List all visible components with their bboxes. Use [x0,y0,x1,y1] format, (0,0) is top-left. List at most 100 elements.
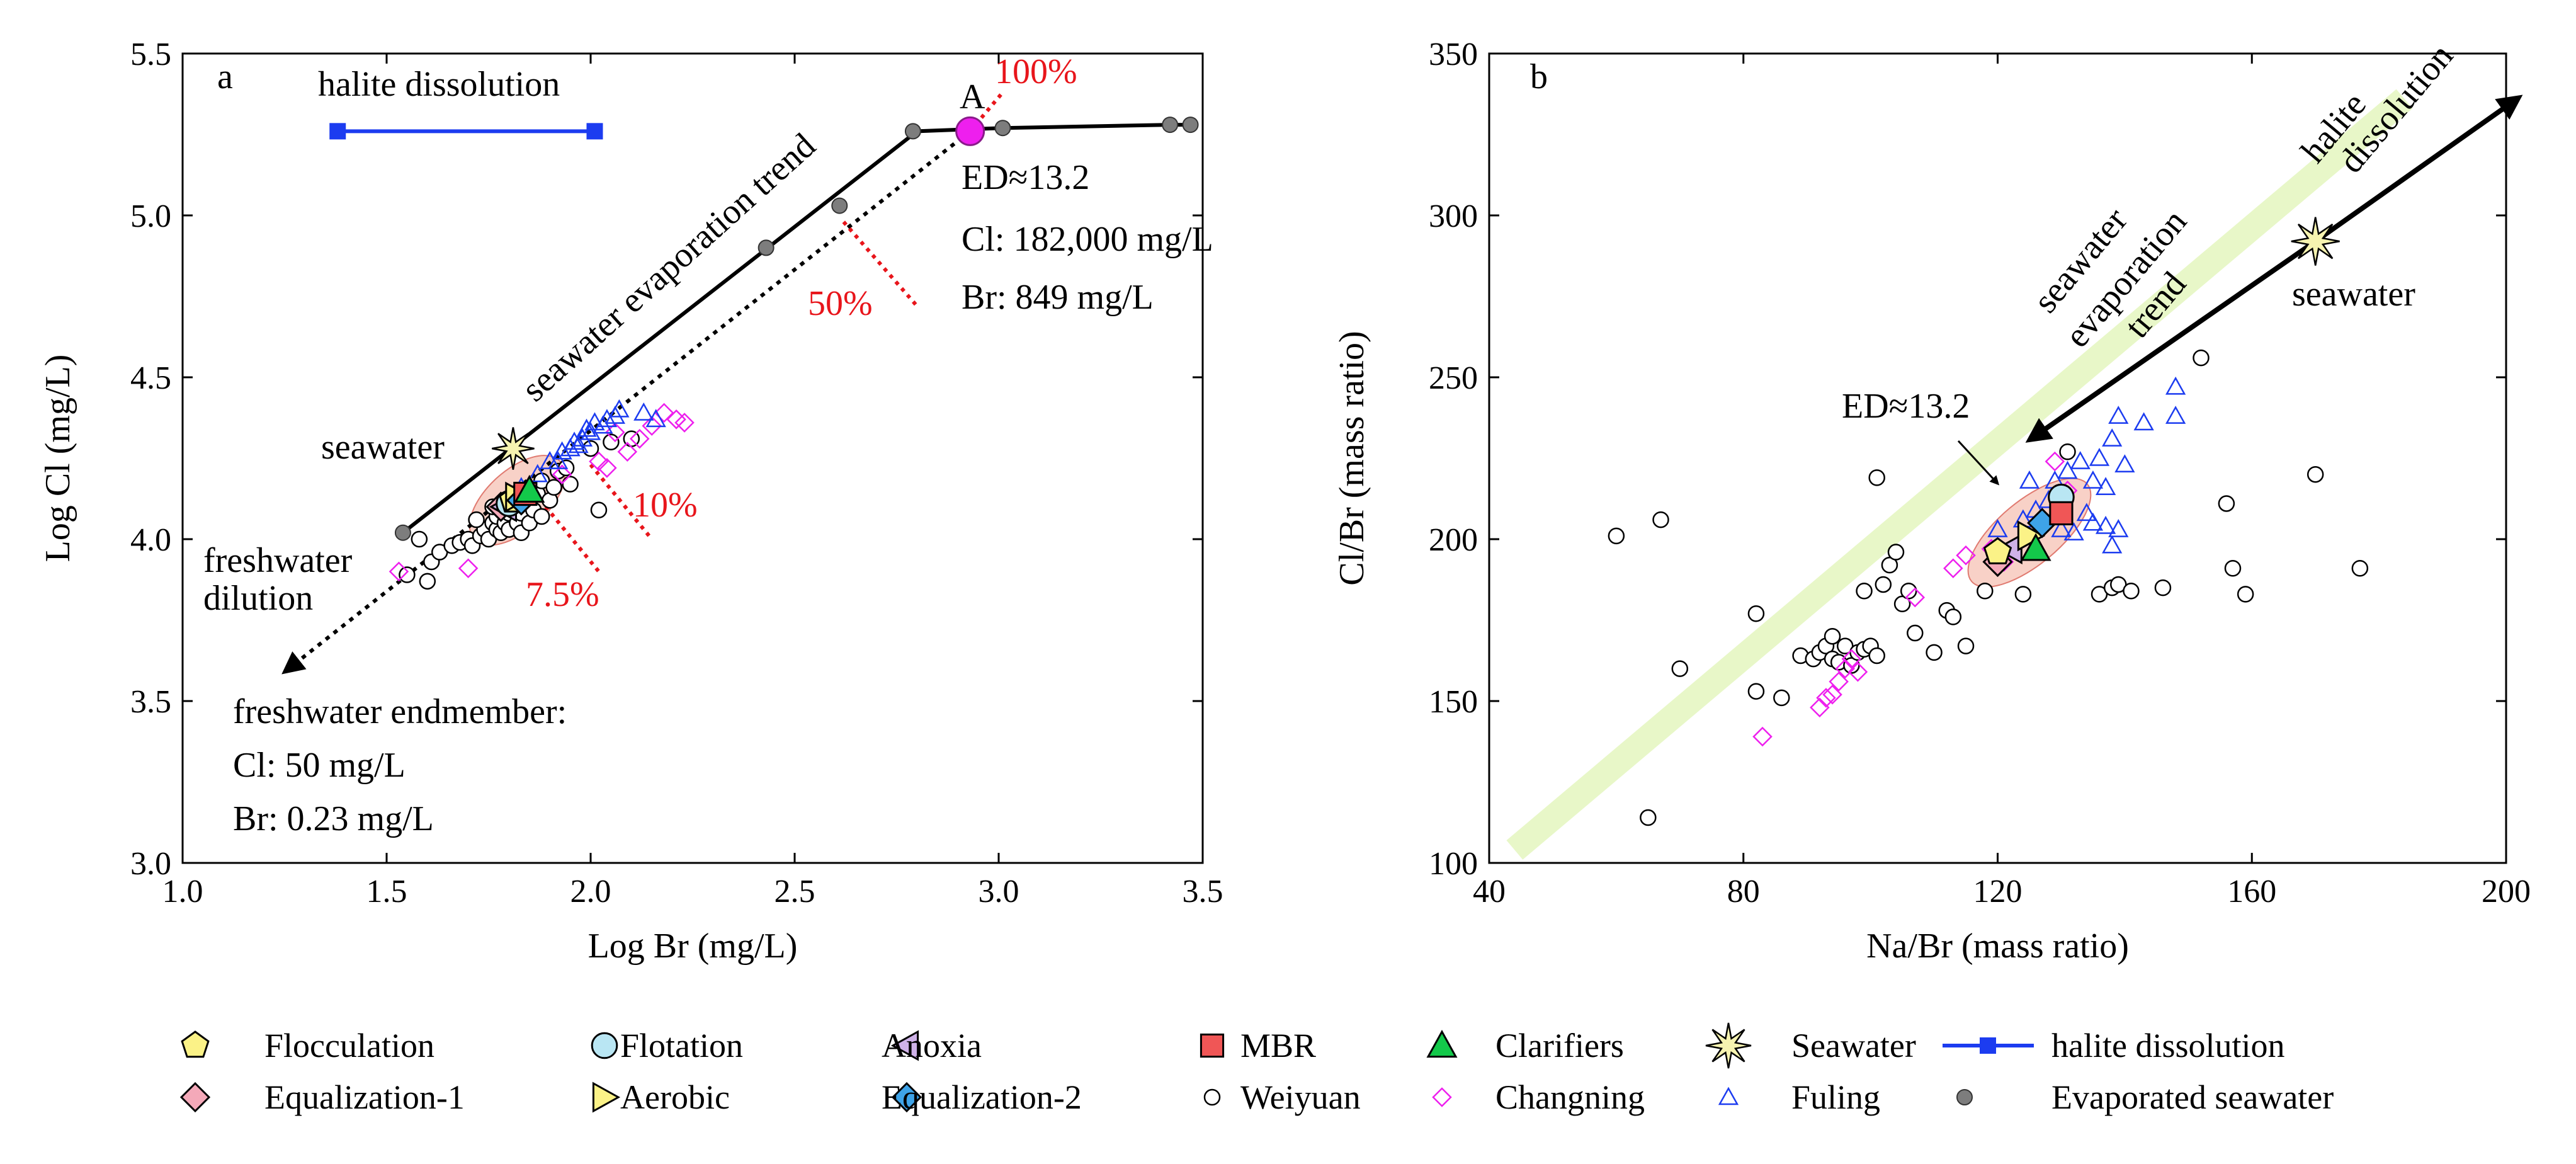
weiyuan-point [1652,511,1669,528]
x-tick-label: 200 [2482,874,2531,910]
pct50-label: 50% [808,284,873,323]
fuling-point [2114,454,2135,473]
fuling-point [2102,535,2123,554]
legend-label: Aerobic [620,1078,730,1116]
y-tick-label: 300 [1429,198,1478,234]
weiyuan-point [399,566,416,583]
y-tick-label: 4.0 [130,522,171,558]
legend-label: Changning [1495,1078,1645,1116]
changning-point [617,442,638,462]
fuling-point [584,412,605,431]
weiyuan-point [2224,560,2242,577]
pct100-label: 100% [995,52,1077,91]
weiyuan-point [2123,582,2140,600]
weiyuan-point [1608,527,1625,545]
weiyuan-point [2237,586,2254,603]
y-tick-label: 200 [1429,522,1478,558]
legend-fuling-marker [1718,1087,1739,1105]
weiyuan-point [1640,809,1657,826]
x-tick-label: 40 [1473,874,1506,910]
fuling-point [527,464,548,482]
x-tick-label: 1.0 [162,874,203,910]
fuling-point [2019,470,2040,489]
fuling-point [609,399,630,418]
fuling-point [548,451,569,469]
y-tick-label: 5.0 [130,198,171,234]
fuling-point [2095,477,2116,496]
halite-arrow [2313,94,2523,244]
changning-point [1905,587,1926,608]
legend-label: Equalization-1 [264,1078,465,1116]
weiyuan-point [468,511,485,528]
weiyuan-point [590,501,608,518]
fuling-point [1987,519,2008,537]
legend-label: MBR [1240,1027,1316,1064]
seawater-point [2291,217,2340,266]
plot-frame [181,52,1204,864]
flocculation-point [1983,537,2012,564]
fuling-point [2095,515,2116,534]
legend-label: Clarifiers [1495,1027,1624,1064]
weiyuan-point [1824,627,1841,645]
legend-seawater-marker [1705,1022,1752,1069]
weiyuan-point [2154,579,2172,596]
endmember-cl: Cl: 50 mg/L [233,746,406,785]
weiyuan-point [603,433,620,451]
cl-label: Cl: 182,000 mg/L [962,220,1213,259]
weiyuan-point [1868,469,1885,486]
endmember-title: freshwater endmember: [233,692,567,731]
weiyuan-point [2059,443,2076,460]
weiyuan-point [1868,647,1885,665]
y-tick-label: 150 [1429,684,1478,720]
legend-weiyuan-marker [1203,1088,1221,1106]
legend-label: Seawater [1791,1027,1916,1064]
legend-equalization2-marker [891,1081,922,1113]
seawater-label: seawater [321,428,445,467]
evaporation-arrow [2025,239,2317,443]
fuling-point [576,418,597,437]
fuling-point [2070,451,2091,469]
legend-evap-marker [1956,1089,1973,1105]
y-tick-label: 5.5 [130,37,171,72]
weiyuan-point [1887,544,1905,561]
legend-label: Equalization-2 [882,1078,1082,1116]
weiyuan-point [2351,560,2369,577]
freshwater-label: freshwater [203,541,353,580]
endmember-br: Br: 0.23 mg/L [233,799,434,838]
ed-label: ED≈13.2 [1842,387,1970,426]
y-tick-label: 3.0 [130,846,171,882]
x-tick-label: 3.5 [1183,874,1223,910]
weiyuan-point [419,573,436,590]
ed-label: ED≈13.2 [962,158,1089,197]
seawater-label: seawater [2292,275,2415,314]
seawater-band [1506,89,2413,860]
y-axis-label: Log Cl (mg/L) [38,355,77,562]
legend-label: Fuling [1791,1078,1880,1116]
x-tick-label: 80 [1727,874,1760,910]
panel-b: 40 80 120 160 200 100 150 200 250 300 350 Na/Br (ma… [1332,37,2531,966]
legend-label: Flocculation [264,1027,434,1064]
mbr-point [2049,501,2074,525]
x-tick-label: 160 [2227,874,2276,910]
clarifiers-point [2020,533,2051,561]
y-tick-label: 350 [1429,37,1478,72]
weiyuan-point [2306,465,2324,483]
evaporated-seawater-point [994,120,1011,137]
evaporated-seawater-point [394,524,411,541]
x-tick-label: 2.5 [775,874,815,910]
legend-label: Weiyuan [1240,1078,1361,1116]
legend-label: Flotation [620,1027,743,1064]
changning-point [389,561,409,582]
fuling-point [564,431,585,450]
trend-label: seawater evaporation trend [514,126,823,409]
x-tick-label: 1.5 [366,874,407,910]
weiyuan-point [1875,576,1892,593]
panel-label: b [1530,57,1548,96]
fuling-point [2076,503,2097,522]
changning-point [654,402,674,423]
point-a-label: A [960,77,985,117]
changning-point [2045,451,2065,472]
fuling-point [2082,470,2104,489]
changning-point [674,413,695,433]
changning-point [1943,558,1963,579]
